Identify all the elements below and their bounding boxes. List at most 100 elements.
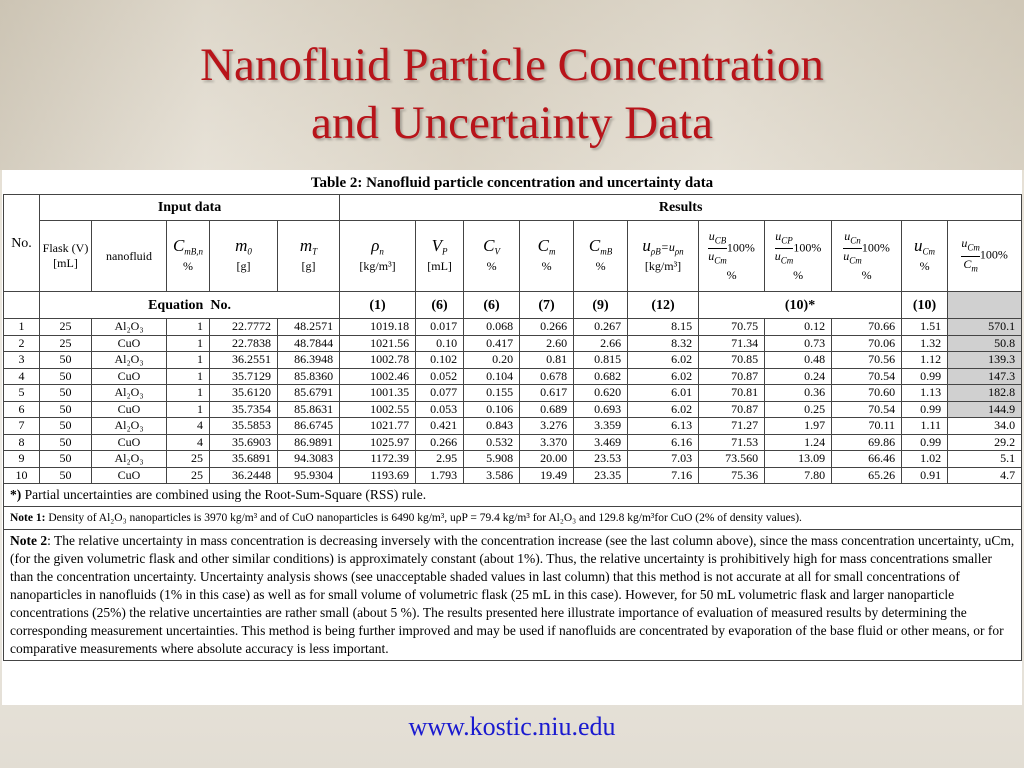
equation-number: (10)* — [698, 291, 903, 319]
slide-title: Nanofluid Particle Concentration and Unc… — [0, 36, 1024, 152]
data-cell: 36.2551 — [209, 351, 278, 369]
header-cell: uCB uCm100%% — [698, 220, 766, 292]
data-cell: 25 — [166, 450, 210, 468]
note-row: Note 2: The relative uncertainty in mass… — [2, 529, 1023, 661]
data-cell: 182.8 — [947, 384, 1023, 402]
data-cell: 8 — [3, 433, 40, 451]
subscript: T — [312, 246, 318, 257]
subscript: n — [379, 246, 384, 257]
empty-cell — [3, 291, 40, 319]
subscript: V — [494, 246, 500, 257]
group-row: No. Input data Results — [3, 194, 1023, 292]
symbol: C — [483, 235, 495, 255]
note-text: Partial uncertainties are combined using… — [21, 487, 427, 502]
data-cell: 29.2 — [947, 433, 1023, 451]
data-cell: 5.1 — [947, 450, 1023, 468]
equation-number: (6) — [463, 291, 521, 319]
data-cell: 3 — [3, 351, 40, 369]
header-cell: uCm% — [901, 220, 949, 292]
symbol: u — [774, 249, 781, 263]
data-cell: 19.49 — [519, 466, 575, 484]
data-cell: 7 — [3, 417, 40, 435]
unit: % — [541, 259, 552, 274]
data-cell: 147.3 — [947, 367, 1023, 385]
unit: [mL] — [427, 259, 452, 274]
unit: [g] — [236, 259, 251, 274]
header-cell: No. — [3, 194, 40, 292]
data-cell: 8.32 — [627, 334, 700, 352]
header-cell: uCm Cm100% — [947, 220, 1023, 292]
data-cell: 6.02 — [627, 367, 700, 385]
data-cell: 66.46 — [831, 450, 903, 468]
subscript: m — [971, 262, 978, 273]
data-cell: 0.693 — [573, 400, 629, 418]
data-cell: 35.7354 — [209, 400, 278, 418]
equation-number: (6) — [415, 291, 465, 319]
symbol: =u — [660, 239, 675, 254]
header-cell: CmB% — [573, 220, 629, 292]
data-cell: 1.97 — [764, 417, 833, 435]
data-cell: 1 — [166, 367, 210, 385]
symbol: u — [775, 228, 782, 243]
data-cell: 1.793 — [415, 466, 465, 484]
data-cell: 1 — [166, 384, 210, 402]
data-cell: 1002.78 — [339, 351, 417, 369]
header-cell: Flask (V) [mL] — [39, 220, 92, 292]
data-cell: 0.20 — [463, 351, 521, 369]
header-cell: uρB=uρn [kg/m³] — [627, 220, 700, 292]
data-cell: 50 — [39, 466, 92, 484]
data-cell: 85.8360 — [276, 367, 341, 385]
data-cell: 1021.77 — [339, 417, 417, 435]
data-cell: 85.8631 — [276, 400, 341, 418]
data-cell: 86.6745 — [276, 417, 341, 435]
unit: % — [793, 268, 804, 283]
data-cell: 0.48 — [764, 351, 833, 369]
fraction: uCn uCm — [843, 229, 862, 269]
data-cell: 36.2448 — [209, 466, 278, 484]
data-cell: 0.266 — [415, 433, 465, 451]
data-cell: 0.99 — [901, 433, 949, 451]
data-cell: 0.106 — [463, 400, 521, 418]
subscript: CP — [781, 235, 793, 245]
data-cell: 4.7 — [947, 466, 1023, 484]
data-cell: 50 — [39, 450, 92, 468]
data-cell: 4 — [3, 367, 40, 385]
numerator: uCP — [774, 228, 794, 249]
data-cell: 10 — [3, 466, 40, 484]
data-cell: 1.11 — [901, 417, 949, 435]
data-cell: 34.0 — [947, 417, 1023, 435]
data-cell: 6.16 — [627, 433, 700, 451]
note-cell: Note 1: Density of Al₂O₃ nanoparticles i… — [2, 506, 1023, 530]
data-table: No. Input data Results Flask (V) [mL] nanofl… — [2, 194, 1023, 661]
equation-label: Equation No. — [38, 291, 341, 319]
fraction: uCB uCm — [708, 229, 727, 269]
data-cell: 0.678 — [519, 367, 575, 385]
data-cell: 1 — [166, 318, 210, 336]
subscript: 0 — [247, 246, 252, 257]
factor: 100% — [793, 240, 822, 255]
data-row: 10 50 CuO 25 36.2448 95.9304 1193.69 1.793 3.586… — [3, 466, 1023, 484]
data-cell: 0.12 — [764, 318, 833, 336]
data-cell: 0.104 — [463, 367, 521, 385]
symbol: C — [963, 256, 972, 271]
data-cell: 2.95 — [415, 450, 465, 468]
data-cell: 0.73 — [764, 334, 833, 352]
data-cell: 3.586 — [463, 466, 521, 484]
header-cell: uCP uCm100%% — [764, 220, 833, 292]
data-cell: 50 — [39, 400, 92, 418]
data-cell: 6.02 — [627, 351, 700, 369]
data-cell: 1 — [166, 351, 210, 369]
header-cell: ρn [kg/m³] — [339, 220, 417, 292]
data-cell: 1 — [3, 318, 40, 336]
data-cell: 5 — [3, 384, 40, 402]
data-cell: 23.35 — [573, 466, 629, 484]
subscript: mB — [600, 246, 613, 257]
subscript: Cm — [967, 242, 980, 253]
factor: 100% — [979, 247, 1008, 262]
data-cell: 570.1 — [947, 318, 1023, 336]
symbol: V — [431, 235, 442, 255]
data-cell: 0.421 — [415, 417, 465, 435]
data-cell: 0.617 — [519, 384, 575, 402]
symbol: u — [708, 249, 715, 263]
